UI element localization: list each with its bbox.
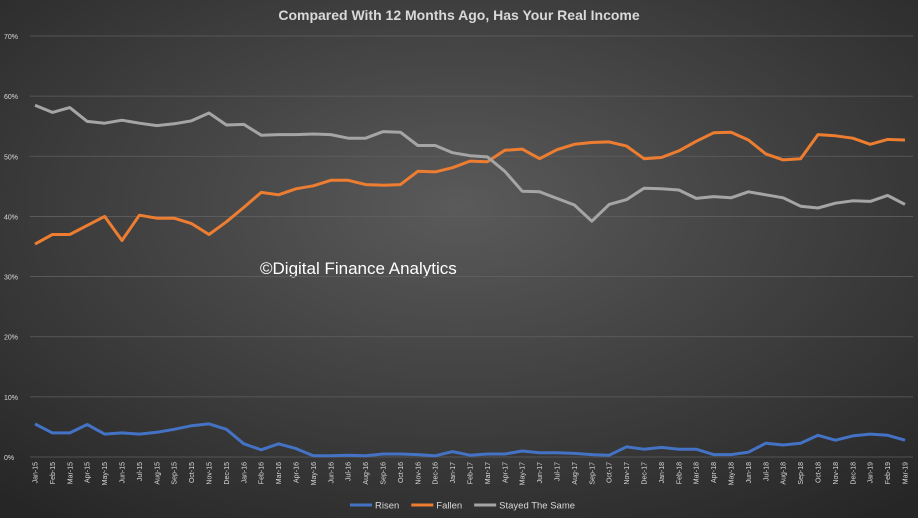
x-tick-label: Apr-15 xyxy=(85,462,92,483)
x-tick-label: Jan-19 xyxy=(868,462,875,484)
x-tick-label: Jun-18 xyxy=(746,462,753,484)
x-tick-label: Sep-17 xyxy=(589,462,596,485)
x-tick-label: Dec-15 xyxy=(224,462,231,485)
x-tick-label: Oct-17 xyxy=(607,462,614,483)
x-tick-label: Jul-16 xyxy=(346,462,353,481)
legend-label: Risen xyxy=(375,501,399,512)
legend-label: Stayed The Same xyxy=(499,501,575,512)
x-tick-label: May-15 xyxy=(102,462,109,485)
x-tick-label: Sep-15 xyxy=(172,462,179,485)
x-tick-label: Feb-17 xyxy=(468,462,475,484)
series-line xyxy=(34,103,906,223)
watermark: ©Digital Finance Analytics xyxy=(260,259,457,278)
x-tick-label: Aug-17 xyxy=(572,462,579,485)
x-tick-label: May-16 xyxy=(311,462,318,485)
series-line xyxy=(34,422,906,458)
x-tick-label: Apr-18 xyxy=(711,462,718,483)
y-tick-label: 70% xyxy=(4,34,18,41)
x-tick-label: Aug-16 xyxy=(363,462,370,485)
x-tick-label: May-18 xyxy=(729,462,736,485)
x-tick-label: Jan-17 xyxy=(450,462,457,484)
x-tick-label: Mar-17 xyxy=(485,462,492,484)
x-tick-label: Oct-16 xyxy=(398,462,405,483)
y-tick-label: 60% xyxy=(4,94,18,101)
chart-title: Compared With 12 Months Ago, Has Your Re… xyxy=(278,7,640,23)
y-tick-label: 30% xyxy=(4,275,18,282)
x-tick-label: Apr-17 xyxy=(502,462,509,483)
x-tick-label: Nov-17 xyxy=(624,462,631,485)
x-tick-label: Feb-19 xyxy=(885,462,892,484)
series-line xyxy=(34,130,906,246)
x-tick-label: Nov-16 xyxy=(415,462,422,485)
x-tick-label: Mar-18 xyxy=(694,462,701,484)
x-tick-label: Nov-15 xyxy=(207,462,214,485)
x-tick-label: Aug-18 xyxy=(781,462,788,485)
x-tick-label: Aug-15 xyxy=(154,462,161,485)
x-tick-label: Dec-18 xyxy=(850,462,857,485)
x-tick-label: Jan-16 xyxy=(241,462,248,484)
x-tick-label: Jan-18 xyxy=(659,462,666,484)
x-tick-label: Jun-15 xyxy=(120,462,127,484)
x-tick-label: Jun-16 xyxy=(328,462,335,484)
y-tick-label: 40% xyxy=(4,214,18,221)
x-tick-label: Oct-18 xyxy=(816,462,823,483)
y-tick-label: 50% xyxy=(4,154,18,161)
x-tick-label: Sep-16 xyxy=(381,462,388,485)
x-tick-label: Mar-16 xyxy=(276,462,283,484)
x-tick-label: Mar-19 xyxy=(903,462,910,484)
x-tick-label: Dec-17 xyxy=(642,462,649,485)
x-tick-label: Jul-17 xyxy=(555,462,562,481)
x-tick-label: Jul-15 xyxy=(137,462,144,481)
x-tick-label: Feb-18 xyxy=(676,462,683,484)
y-tick-label: 20% xyxy=(4,335,18,342)
x-tick-label: Feb-16 xyxy=(259,462,266,484)
legend-label: Fallen xyxy=(436,501,462,512)
y-tick-label: 10% xyxy=(4,395,18,402)
x-tick-label: Oct-15 xyxy=(189,462,196,483)
x-tick-label: Feb-15 xyxy=(50,462,57,484)
x-tick-label: May-17 xyxy=(520,462,527,485)
x-tick-label: Nov-18 xyxy=(833,462,840,485)
x-tick-label: Jul-18 xyxy=(763,462,770,481)
x-tick-label: Sep-18 xyxy=(798,462,805,485)
y-tick-label: 0% xyxy=(4,455,14,462)
x-tick-label: Dec-16 xyxy=(433,462,440,485)
x-tick-label: Apr-16 xyxy=(294,462,301,483)
x-tick-label: Mar-15 xyxy=(67,462,74,484)
x-tick-label: Jun-17 xyxy=(537,462,544,484)
x-tick-label: Jan-15 xyxy=(33,462,40,484)
